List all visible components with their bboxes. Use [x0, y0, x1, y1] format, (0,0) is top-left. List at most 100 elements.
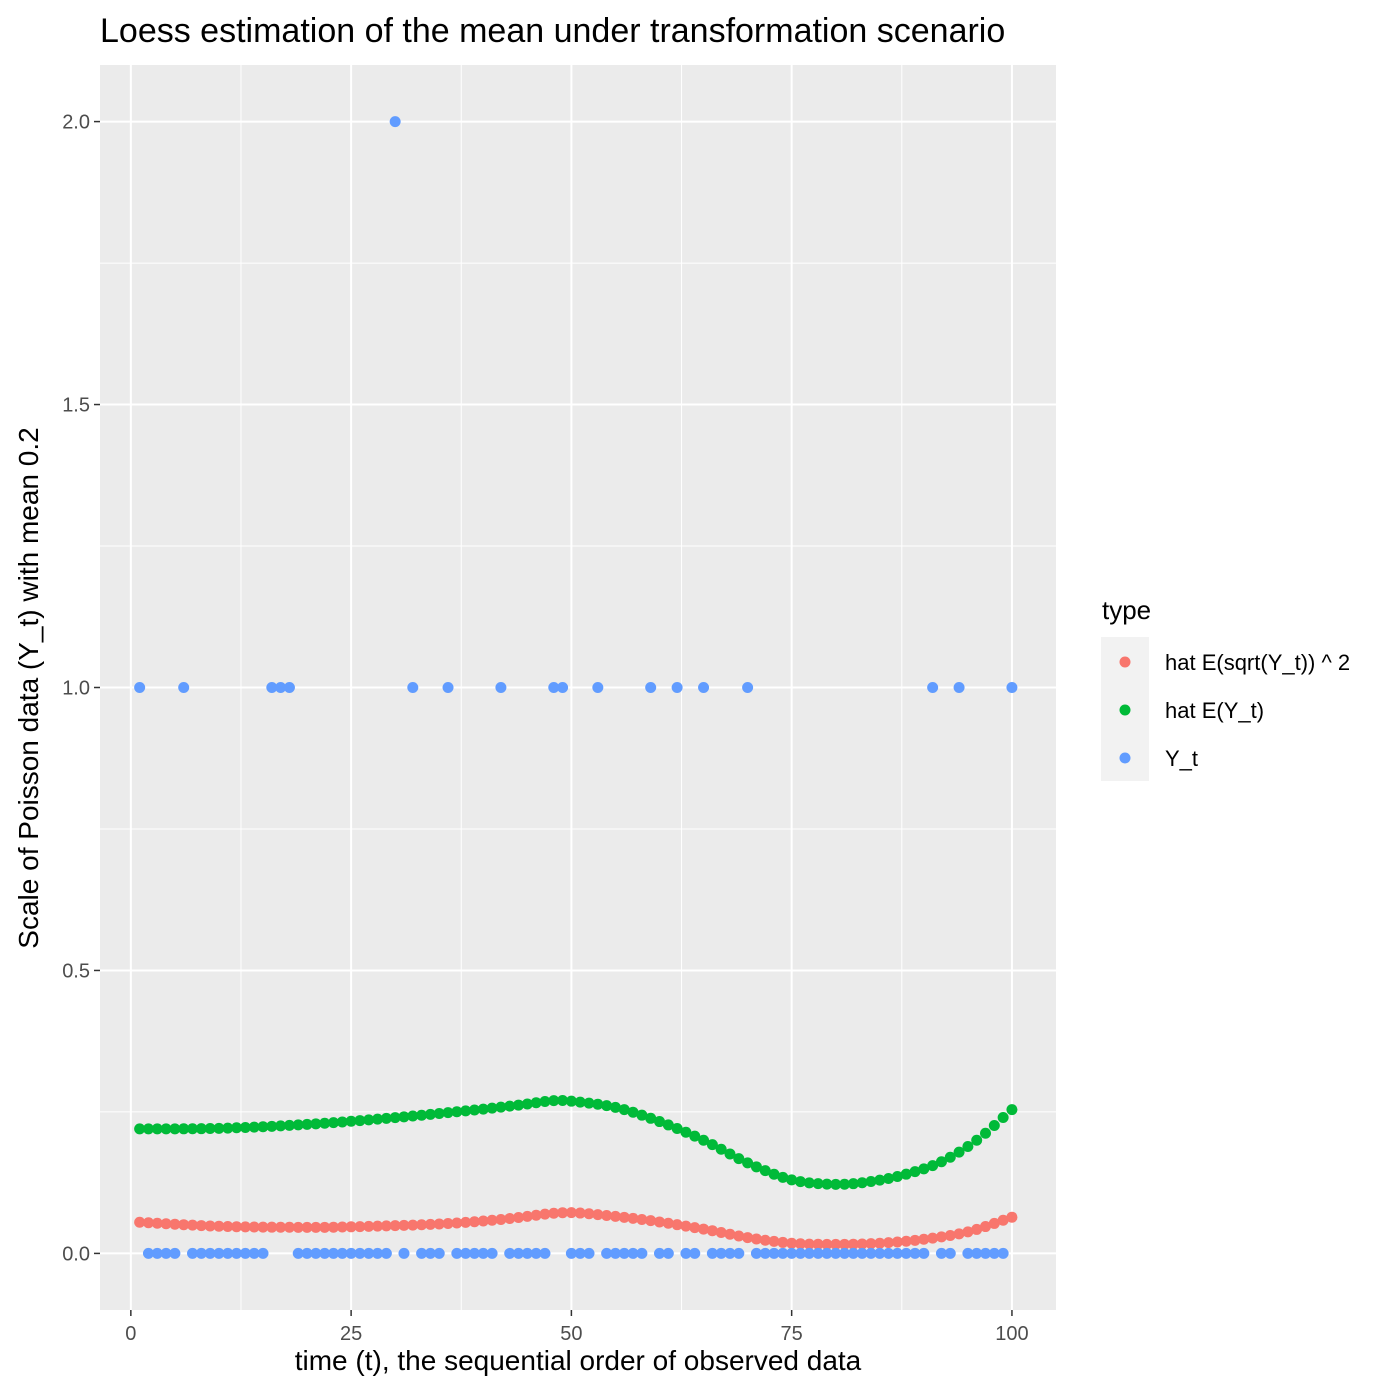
y-t-point	[151, 1247, 163, 1259]
y-t-point	[980, 1247, 992, 1259]
y-t-point	[847, 1247, 859, 1259]
fitted-point	[345, 1115, 357, 1127]
y-t-point	[733, 1247, 745, 1259]
fitted-point	[504, 1213, 516, 1225]
fitted-point	[169, 1218, 181, 1230]
fitted-point	[865, 1176, 877, 1188]
y-t-point	[830, 1247, 842, 1259]
y-t-point	[204, 1247, 216, 1259]
fitted-point	[592, 1209, 604, 1221]
fitted-point	[777, 1236, 789, 1248]
fitted-point	[944, 1230, 956, 1242]
fitted-point	[636, 1213, 648, 1225]
fitted-point	[636, 1109, 648, 1121]
fitted-point	[742, 1232, 754, 1244]
fitted-point	[980, 1221, 992, 1233]
fitted-point	[416, 1219, 428, 1231]
y-t-point	[944, 1247, 956, 1259]
y-tick-label: 1.0	[62, 678, 90, 700]
y-t-point	[839, 1247, 851, 1259]
y-t-point	[178, 682, 190, 693]
fitted-point	[513, 1099, 525, 1111]
fitted-point	[935, 1156, 947, 1168]
y-t-point	[900, 1247, 912, 1259]
hat-mean-series	[134, 1095, 1018, 1190]
fitted-point	[689, 1222, 701, 1234]
fitted-point	[301, 1221, 313, 1233]
fitted-point	[204, 1123, 216, 1135]
y-tick-label: 0.5	[62, 960, 90, 982]
fitted-point	[601, 1209, 613, 1221]
fitted-point	[495, 1101, 507, 1113]
y-t-point	[574, 1247, 586, 1259]
y-t-point	[662, 1247, 674, 1259]
legend: type hat E(sqrt(Y_t)) ^ 2 hat E(Y_t) Y_t	[1101, 595, 1350, 781]
fitted-point	[698, 1223, 710, 1235]
y-t-point	[169, 1247, 181, 1259]
fitted-point	[715, 1143, 727, 1155]
fitted-point	[239, 1121, 251, 1133]
y-t-point	[1006, 682, 1018, 693]
fitted-point	[468, 1216, 480, 1228]
fitted-point	[319, 1221, 331, 1233]
fitted-point	[327, 1221, 339, 1233]
fitted-point	[213, 1122, 225, 1134]
fitted-point	[812, 1178, 824, 1190]
y-tick-label: 1.5	[62, 395, 90, 417]
y-t-point	[283, 682, 295, 693]
y-t-point	[786, 1247, 798, 1259]
fitted-point	[706, 1139, 718, 1151]
fitted-point	[257, 1221, 269, 1233]
fitted-point	[627, 1212, 639, 1224]
y-t-point	[750, 1247, 762, 1259]
fitted-point	[380, 1112, 392, 1124]
y-t-point	[689, 1247, 701, 1259]
x-tick-label: 100	[995, 1323, 1028, 1345]
fitted-point	[151, 1123, 163, 1135]
y-t-point	[812, 1247, 824, 1259]
fitted-point	[883, 1237, 895, 1249]
fitted-point	[1006, 1104, 1018, 1116]
y-t-point	[927, 682, 939, 693]
y-t-point	[513, 1247, 525, 1259]
y-t-point	[759, 1247, 771, 1259]
fitted-point	[231, 1221, 243, 1233]
y-t-point	[442, 682, 454, 693]
fitted-point	[380, 1220, 392, 1232]
fitted-point	[363, 1114, 375, 1126]
y-t-point	[971, 1247, 983, 1259]
fitted-point	[962, 1226, 974, 1238]
fitted-point	[988, 1217, 1000, 1229]
y-t-point	[319, 1247, 331, 1259]
fitted-point	[574, 1096, 586, 1108]
y-t-point	[962, 1247, 974, 1259]
fitted-point	[821, 1238, 833, 1250]
fitted-point	[275, 1120, 287, 1132]
y-t-point	[988, 1247, 1000, 1259]
y-t-point	[601, 1247, 613, 1259]
x-axis-title: time (t), the sequential order of observ…	[295, 1345, 862, 1376]
fitted-point	[891, 1236, 903, 1248]
fitted-point	[451, 1106, 463, 1118]
y-t-point	[539, 1247, 551, 1259]
fitted-point	[645, 1215, 657, 1227]
y-t-point	[134, 682, 146, 693]
fitted-point	[803, 1238, 815, 1250]
fitted-point	[980, 1127, 992, 1139]
fitted-point	[336, 1221, 348, 1233]
fitted-point	[997, 1112, 1009, 1124]
fitted-point	[266, 1221, 278, 1233]
fitted-point	[689, 1130, 701, 1142]
fitted-point	[583, 1097, 595, 1109]
fitted-point	[839, 1238, 851, 1250]
fitted-point	[618, 1211, 630, 1223]
y-t-point	[407, 682, 419, 693]
x-tick-label: 25	[340, 1323, 362, 1345]
y-tick-label: 0.0	[62, 1243, 90, 1265]
fitted-point	[292, 1221, 304, 1233]
fitted-point	[521, 1098, 533, 1110]
fitted-point	[389, 1112, 401, 1124]
fitted-point	[821, 1178, 833, 1190]
fitted-point	[372, 1113, 384, 1125]
